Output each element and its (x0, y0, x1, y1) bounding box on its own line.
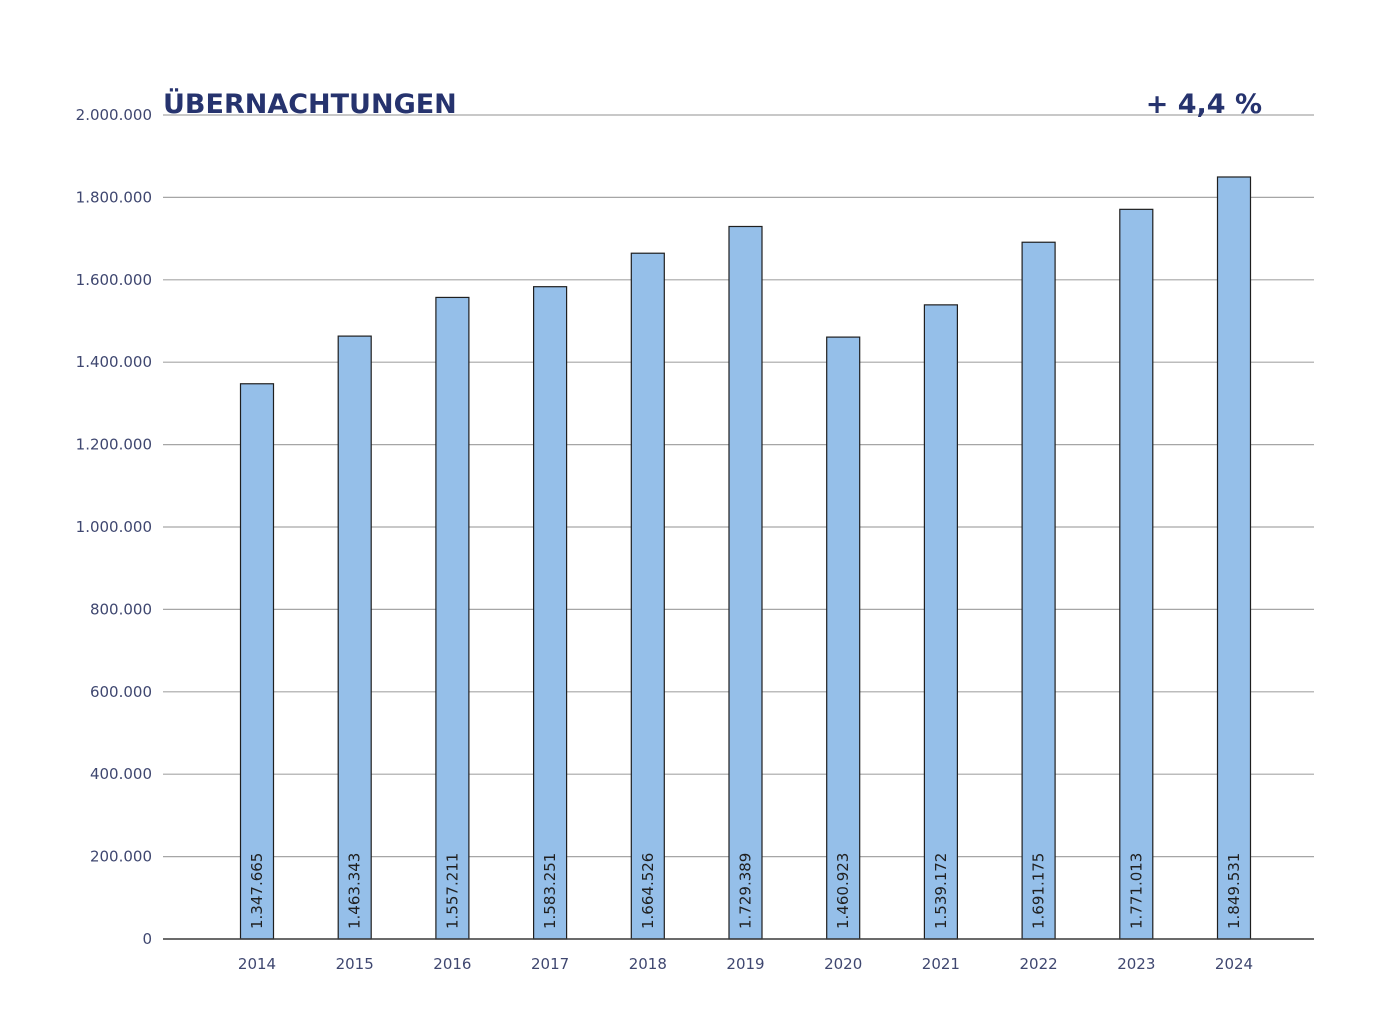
x-tick-label: 2022 (1020, 955, 1058, 973)
y-tick-label: 200.000 (90, 848, 152, 866)
axes: 0 200.000 400.000 600.000 800.000 1.000.000 1.… (76, 106, 1314, 973)
y-tick-label: 400.000 (90, 765, 152, 783)
bar-2023 (1119, 208, 1154, 940)
y-tick-label: 1.000.000 (76, 518, 152, 536)
data-label: 1.460.923 (834, 853, 852, 929)
x-tick-label: 2017 (531, 955, 569, 973)
bar-2017 (532, 286, 568, 940)
data-label: 1.691.175 (1030, 853, 1048, 929)
data-label: 1.664.526 (639, 853, 657, 929)
change-badge: + 4,4 % (1146, 89, 1262, 120)
y-tick-label: 1.600.000 (76, 271, 152, 289)
y-tick-label: 2.000.000 (76, 106, 152, 124)
x-tick-label: 2015 (336, 955, 374, 973)
bar-2020 (826, 336, 861, 940)
x-tick-label: 2020 (824, 955, 862, 973)
bar-2014 (239, 383, 275, 940)
bar-2016 (435, 296, 470, 940)
chart-title: ÜBERNACHTUNGEN (163, 87, 457, 120)
x-tick-label: 2019 (726, 955, 764, 973)
data-label: 1.583.251 (541, 853, 559, 929)
bars (239, 176, 1252, 940)
data-label: 1.849.531 (1225, 853, 1243, 929)
x-tick-label: 2014 (238, 955, 276, 973)
x-tick-label: 2023 (1117, 955, 1155, 973)
data-label: 1.463.343 (346, 853, 364, 929)
bar-2021 (923, 304, 959, 940)
x-tick-label: 2018 (629, 955, 667, 973)
data-label: 1.557.211 (443, 853, 461, 929)
y-tick-label: 1.400.000 (76, 353, 152, 371)
x-tick-label: 2021 (922, 955, 960, 973)
y-tick-label: 0 (142, 930, 152, 948)
y-tick-label: 600.000 (90, 683, 152, 701)
y-tick-label: 800.000 (90, 600, 152, 618)
x-tick-label: 2024 (1215, 955, 1253, 973)
data-label: 1.771.013 (1127, 853, 1145, 929)
y-tick-label: 1.800.000 (76, 188, 152, 206)
bar-2024 (1216, 176, 1252, 940)
x-tick-label: 2016 (433, 955, 471, 973)
bar-2018 (630, 252, 665, 940)
data-label: 1.347.665 (248, 853, 266, 929)
bar-2022 (1021, 241, 1056, 940)
bar-2015 (337, 335, 372, 940)
bar-labels: 1.347.665 1.463.343 1.557.211 1.583.251 1.66… (248, 853, 1243, 929)
y-tick-label: 1.200.000 (76, 436, 152, 454)
data-label: 1.539.172 (932, 853, 950, 929)
bar-2019 (728, 225, 763, 940)
data-label: 1.729.389 (737, 853, 755, 929)
